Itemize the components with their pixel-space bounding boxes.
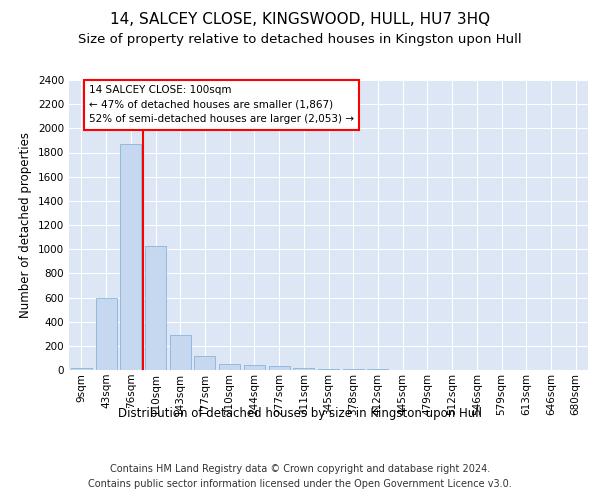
Text: 14, SALCEY CLOSE, KINGSWOOD, HULL, HU7 3HQ: 14, SALCEY CLOSE, KINGSWOOD, HULL, HU7 3… (110, 12, 490, 28)
Text: Contains HM Land Registry data © Crown copyright and database right 2024.: Contains HM Land Registry data © Crown c… (110, 464, 490, 474)
Bar (293, 368, 314, 370)
Text: 14 SALCEY CLOSE: 100sqm
← 47% of detached houses are smaller (1,867)
52% of semi: 14 SALCEY CLOSE: 100sqm ← 47% of detache… (89, 85, 354, 124)
Bar (170, 335, 191, 370)
Text: Distribution of detached houses by size in Kingston upon Hull: Distribution of detached houses by size … (118, 408, 482, 420)
Bar (145, 246, 166, 370)
Text: Size of property relative to detached houses in Kingston upon Hull: Size of property relative to detached ho… (78, 32, 522, 46)
Bar (318, 369, 339, 370)
Bar (71, 368, 92, 370)
Bar (269, 366, 290, 370)
Bar (95, 298, 116, 370)
Y-axis label: Number of detached properties: Number of detached properties (19, 132, 32, 318)
Bar (120, 144, 141, 370)
Bar (219, 364, 240, 370)
Bar (244, 365, 265, 370)
Bar (194, 356, 215, 370)
Text: Contains public sector information licensed under the Open Government Licence v3: Contains public sector information licen… (88, 479, 512, 489)
